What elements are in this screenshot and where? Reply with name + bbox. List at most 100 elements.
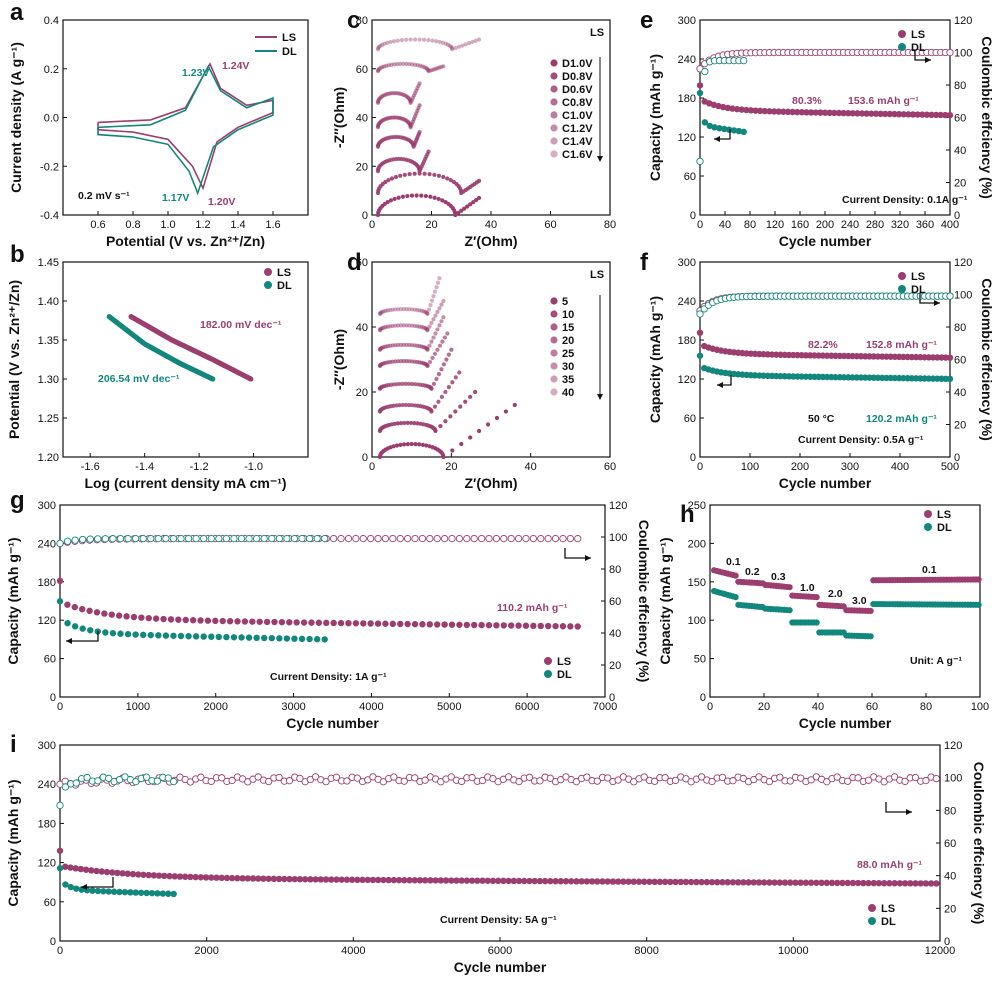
ce-point-DL	[162, 534, 170, 543]
ce-point-DL	[696, 157, 704, 166]
ce-point-LS	[507, 534, 515, 543]
nyquist-point-C1.6V	[466, 41, 472, 46]
ce-point-LS	[729, 777, 737, 785]
unit-label: Unit: A g⁻¹	[910, 655, 963, 667]
capacity-point-LS	[192, 873, 199, 881]
y-tick-label: 240	[38, 538, 56, 550]
panel-letter-f: f	[640, 249, 649, 276]
nyquist-point-D1.0V	[471, 200, 476, 205]
nyquist-point-5	[485, 422, 491, 427]
capacity-point-LS	[330, 619, 337, 627]
capacity-point-LS	[256, 618, 263, 625]
capacity-point-DL	[94, 887, 102, 895]
y2-tick-label: 60	[954, 355, 966, 367]
rate-point-LS	[975, 576, 982, 583]
order-arrow-head	[597, 394, 603, 400]
legend-marker-DL	[264, 281, 272, 289]
capacity-point-LS	[740, 879, 747, 886]
capacity-point-LS	[434, 621, 441, 628]
capacity-point-DL	[306, 635, 313, 643]
nyquist-point-40	[378, 311, 383, 316]
capacity-point-LS	[93, 867, 100, 875]
x-tick-label: -1.6	[81, 461, 100, 473]
nyquist-point-25	[437, 343, 443, 348]
x-axis-label: Cycle number	[286, 715, 379, 731]
capacity-point-LS	[456, 621, 463, 628]
nyquist-point-40	[395, 307, 401, 312]
rate-point-LS	[813, 594, 820, 601]
nyquist-point-C1.6V	[395, 38, 400, 43]
nyquist-point-C1.4V	[401, 61, 406, 66]
nyquist-point-5	[512, 402, 517, 408]
capacity-point-LS	[510, 877, 518, 885]
nyquist-point-C1.6V	[437, 39, 442, 45]
capacity-point-LS	[900, 111, 907, 118]
legend-label-C1.4V: C1.4V	[562, 136, 593, 148]
rate-label: 1.0	[800, 582, 815, 594]
capacity-point-DL	[71, 623, 79, 630]
nyquist-point-40	[434, 285, 439, 290]
capacity-point-DL	[696, 89, 704, 97]
capacity-point-LS	[181, 873, 189, 880]
nyquist-point-20	[429, 386, 434, 391]
capacity-point-LS	[614, 878, 622, 885]
capacity-point-DL	[110, 888, 118, 895]
ce-point-DL	[63, 537, 72, 545]
legend-label-C1.2V: C1.2V	[562, 123, 593, 135]
y-tick-label: 240	[678, 54, 696, 66]
y-tick-label: 40	[356, 113, 368, 125]
capacity-point-LS	[635, 878, 643, 885]
y2-tick-label: 80	[609, 564, 621, 576]
y-tick-label: 0	[50, 936, 56, 948]
panel-e: 0 40 80 120 160 200 240 280 320 360 40006012018024…	[647, 15, 995, 249]
y-tick-label: 1.25	[38, 413, 59, 425]
capacity-point-LS	[905, 111, 912, 118]
capacity-point-LS	[218, 874, 225, 882]
ce-point-LS	[514, 534, 523, 543]
y-tick-label: 0	[362, 210, 368, 222]
capacity-point-LS	[552, 877, 559, 885]
capacity-point-LS	[750, 879, 757, 886]
nyquist-point-D1.0V	[474, 197, 479, 203]
capacity-point-LS	[752, 107, 759, 114]
capacity-point-LS	[937, 111, 944, 119]
left-arrow-head	[714, 136, 720, 142]
capacity-point-LS	[479, 877, 486, 884]
nyquist-point-40	[437, 276, 442, 281]
y-axis-label: Capacity (mAh g⁻¹)	[5, 779, 21, 906]
ce-point-DL	[237, 534, 246, 543]
nyquist-point-C1.6V	[456, 44, 462, 49]
legend-label-DL: DL	[557, 669, 572, 681]
dl-final-capacity-label: 120.2 mAh g⁻¹	[866, 413, 937, 425]
capacity-point-LS	[787, 879, 794, 886]
x-tick-label: 0	[57, 945, 63, 957]
y-tick-label: 40	[356, 322, 368, 334]
ce-point-DL	[94, 777, 102, 785]
nyquist-point-15	[450, 380, 455, 385]
nyquist-point-10	[443, 419, 448, 424]
capacity-point-LS	[919, 111, 926, 118]
capacity-point-DL	[321, 636, 328, 643]
capacity-point-LS	[281, 875, 288, 883]
capacity-point-LS	[620, 878, 627, 885]
y-tick-label: 0.0	[44, 113, 59, 125]
ce-point-DL	[170, 777, 178, 786]
x-tick-label: 1.4	[230, 219, 245, 231]
nyquist-point-C1.2V	[417, 81, 422, 86]
ce-point-LS	[458, 777, 466, 786]
ce-point-DL	[305, 534, 314, 543]
capacity-point-DL	[238, 634, 245, 641]
capacity-point-DL	[185, 632, 192, 640]
capacity-point-LS	[348, 876, 356, 883]
nyquist-point-D0.8V	[412, 171, 417, 176]
nyquist-point-40	[415, 307, 420, 313]
nyquist-point-40	[390, 307, 395, 312]
ce-point-DL	[245, 534, 253, 543]
nyquist-point-40	[407, 307, 412, 312]
capacity-point-LS	[312, 876, 319, 883]
legend-label-D0.6V: D0.6V	[562, 84, 593, 96]
capacity-point-LS	[485, 622, 493, 629]
ce-point-LS	[572, 778, 581, 786]
capacity-point-LS	[849, 110, 856, 117]
legend-label-C1.0V: C1.0V	[562, 110, 593, 122]
